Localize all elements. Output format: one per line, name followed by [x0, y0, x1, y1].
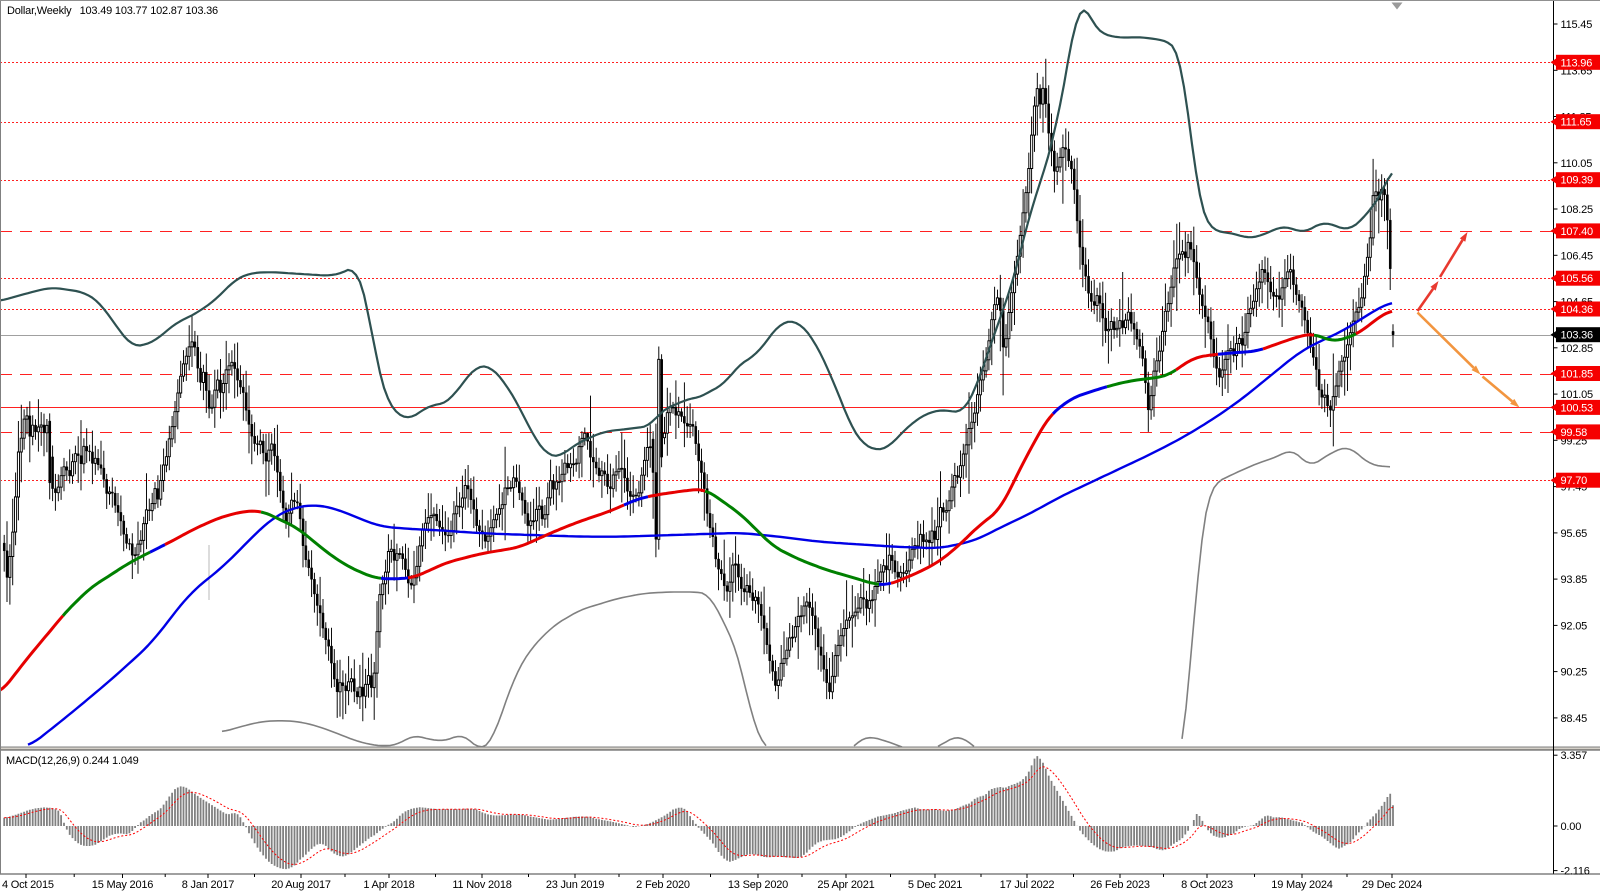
svg-text:20 Aug 2017: 20 Aug 2017 [271, 879, 331, 891]
svg-text:25 Apr 2021: 25 Apr 2021 [817, 879, 874, 891]
svg-text:23 Jun 2019: 23 Jun 2019 [546, 879, 604, 891]
svg-text:101.85: 101.85 [1561, 369, 1594, 381]
svg-text:97.70: 97.70 [1561, 475, 1588, 487]
svg-text:88.45: 88.45 [1561, 713, 1588, 725]
svg-text:113.96: 113.96 [1561, 57, 1593, 69]
svg-text:13 Sep 2020: 13 Sep 2020 [728, 879, 788, 891]
svg-text:26 Feb 2023: 26 Feb 2023 [1090, 879, 1150, 891]
svg-text:108.25: 108.25 [1561, 204, 1594, 216]
svg-text:111.65: 111.65 [1561, 117, 1592, 129]
svg-text:99.58: 99.58 [1561, 427, 1588, 439]
svg-text:105.56: 105.56 [1561, 273, 1594, 285]
svg-text:8 Jan 2017: 8 Jan 2017 [182, 879, 235, 891]
svg-text:17 Jul 2022: 17 Jul 2022 [1000, 879, 1055, 891]
svg-text:5 Dec 2021: 5 Dec 2021 [908, 879, 962, 891]
svg-text:115.45: 115.45 [1561, 19, 1593, 31]
svg-text:95.65: 95.65 [1561, 528, 1588, 540]
svg-text:19 May 2024: 19 May 2024 [1271, 879, 1332, 891]
svg-text:2 Feb 2020: 2 Feb 2020 [636, 879, 690, 891]
svg-text:107.40: 107.40 [1561, 226, 1594, 238]
svg-text:3.357: 3.357 [1561, 750, 1588, 762]
svg-text:106.45: 106.45 [1561, 250, 1594, 262]
svg-text:1 Apr 2018: 1 Apr 2018 [363, 879, 414, 891]
svg-text:109.39: 109.39 [1561, 175, 1594, 187]
svg-text:110.05: 110.05 [1561, 158, 1593, 170]
svg-text:100.53: 100.53 [1561, 402, 1594, 414]
svg-text:101.05: 101.05 [1561, 389, 1594, 401]
svg-text:90.25: 90.25 [1561, 667, 1588, 679]
svg-text:29 Dec 2024: 29 Dec 2024 [1362, 879, 1422, 891]
svg-text:104.36: 104.36 [1561, 304, 1594, 316]
svg-text:15 May 2016: 15 May 2016 [92, 879, 153, 891]
svg-text:11 Nov 2018: 11 Nov 2018 [452, 879, 511, 891]
svg-text:8 Oct 2023: 8 Oct 2023 [1181, 879, 1233, 891]
svg-text:0.00: 0.00 [1561, 821, 1582, 833]
svg-text:Dollar,Weekly 103.49 103.77 1: Dollar,Weekly 103.49 103.77 102.87 103.3… [7, 5, 218, 17]
svg-text:MACD(12,26,9) 0.244 1.049: MACD(12,26,9) 0.244 1.049 [6, 755, 139, 767]
svg-text:92.05: 92.05 [1561, 620, 1588, 632]
svg-text:102.85: 102.85 [1561, 343, 1594, 355]
svg-text:4 Oct 2015: 4 Oct 2015 [2, 879, 54, 891]
svg-text:93.85: 93.85 [1561, 574, 1588, 586]
svg-text:103.36: 103.36 [1561, 330, 1594, 342]
svg-text:-2.116: -2.116 [1561, 866, 1590, 878]
